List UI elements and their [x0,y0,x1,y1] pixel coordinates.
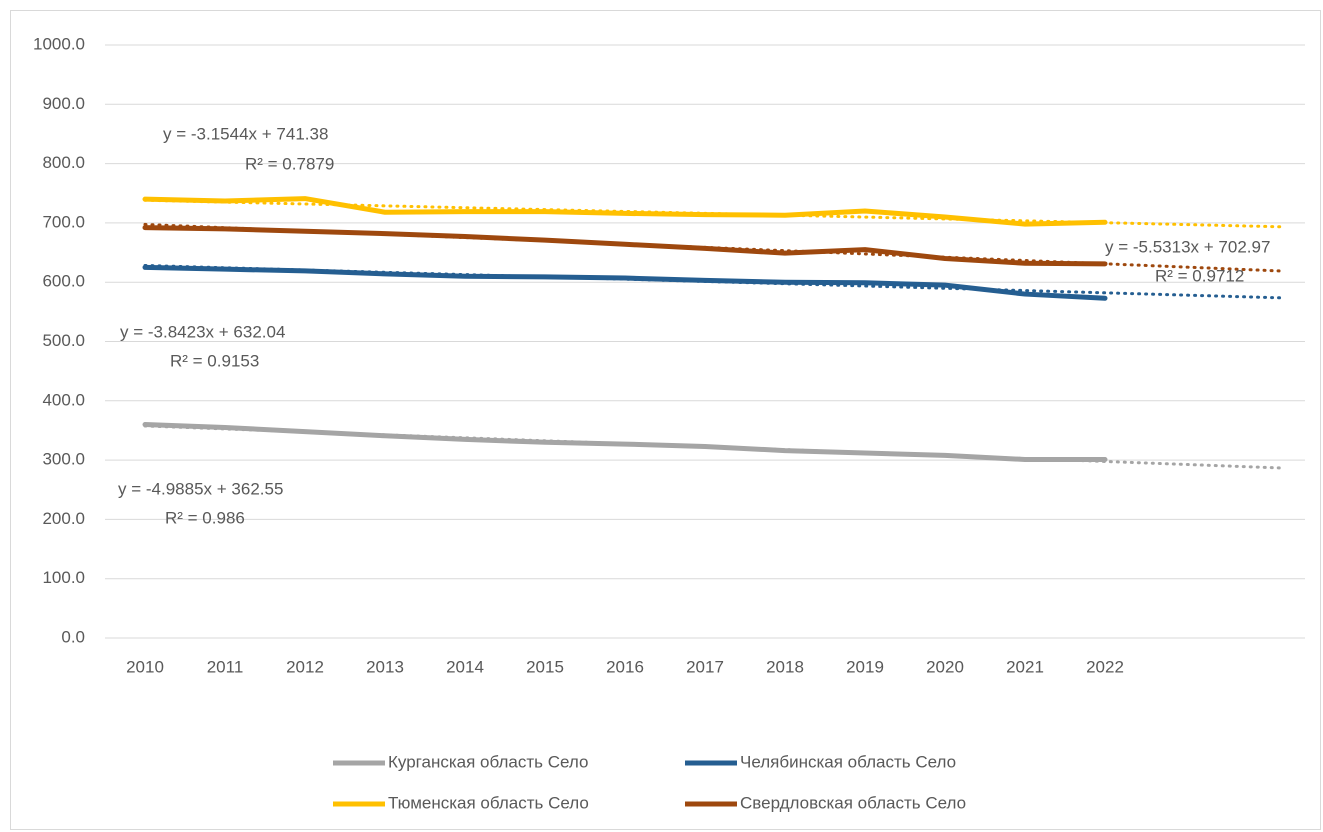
x-tick-label: 2012 [286,657,324,676]
y-tick-label: 0.0 [61,627,85,646]
trendline-equation: y = -3.8423x + 632.04 [120,322,285,341]
y-tick-label: 600.0 [42,272,85,291]
series-line [142,225,1108,267]
trendline-r2: R² = 0.9712 [1155,266,1244,285]
y-tick-label: 500.0 [42,331,85,350]
legend-label: Курганская область Село [388,752,588,771]
y-tick-label: 400.0 [42,390,85,409]
y-tick-label: 100.0 [42,568,85,587]
x-tick-label: 2016 [606,657,644,676]
y-tick-label: 900.0 [42,94,85,113]
trendline-r2: R² = 0.9153 [170,351,259,370]
chart-frame [10,10,1321,830]
x-tick-label: 2013 [366,657,404,676]
x-tick-label: 2022 [1086,657,1124,676]
x-tick-label: 2017 [686,657,724,676]
x-tick-label: 2018 [766,657,804,676]
trendline-r2: R² = 0.7879 [245,154,334,173]
legend-label: Тюменская область Село [388,793,589,812]
trendline-r2: R² = 0.986 [165,508,245,527]
series-line [142,422,1108,463]
y-tick-label: 200.0 [42,509,85,528]
x-tick-label: 2010 [126,657,164,676]
y-tick-label: 700.0 [42,212,85,231]
series-line [142,196,1108,227]
x-tick-label: 2019 [846,657,884,676]
x-tick-label: 2015 [526,657,564,676]
x-tick-label: 2021 [1006,657,1044,676]
y-tick-label: 1000.0 [33,34,85,53]
x-tick-label: 2020 [926,657,964,676]
series-line [142,264,1108,301]
x-tick-label: 2014 [446,657,484,676]
legend-label: Свердловская область Село [740,793,966,812]
legend-label: Челябинская область Село [740,752,956,771]
x-tick-label: 2011 [207,657,244,676]
y-tick-label: 300.0 [42,450,85,469]
trendline-equation: y = -5.5313x + 702.97 [1105,237,1270,256]
trendline-equation: y = -3.1544x + 741.38 [163,124,328,143]
y-tick-label: 800.0 [42,153,85,172]
trendline-equation: y = -4.9885x + 362.55 [118,479,283,498]
